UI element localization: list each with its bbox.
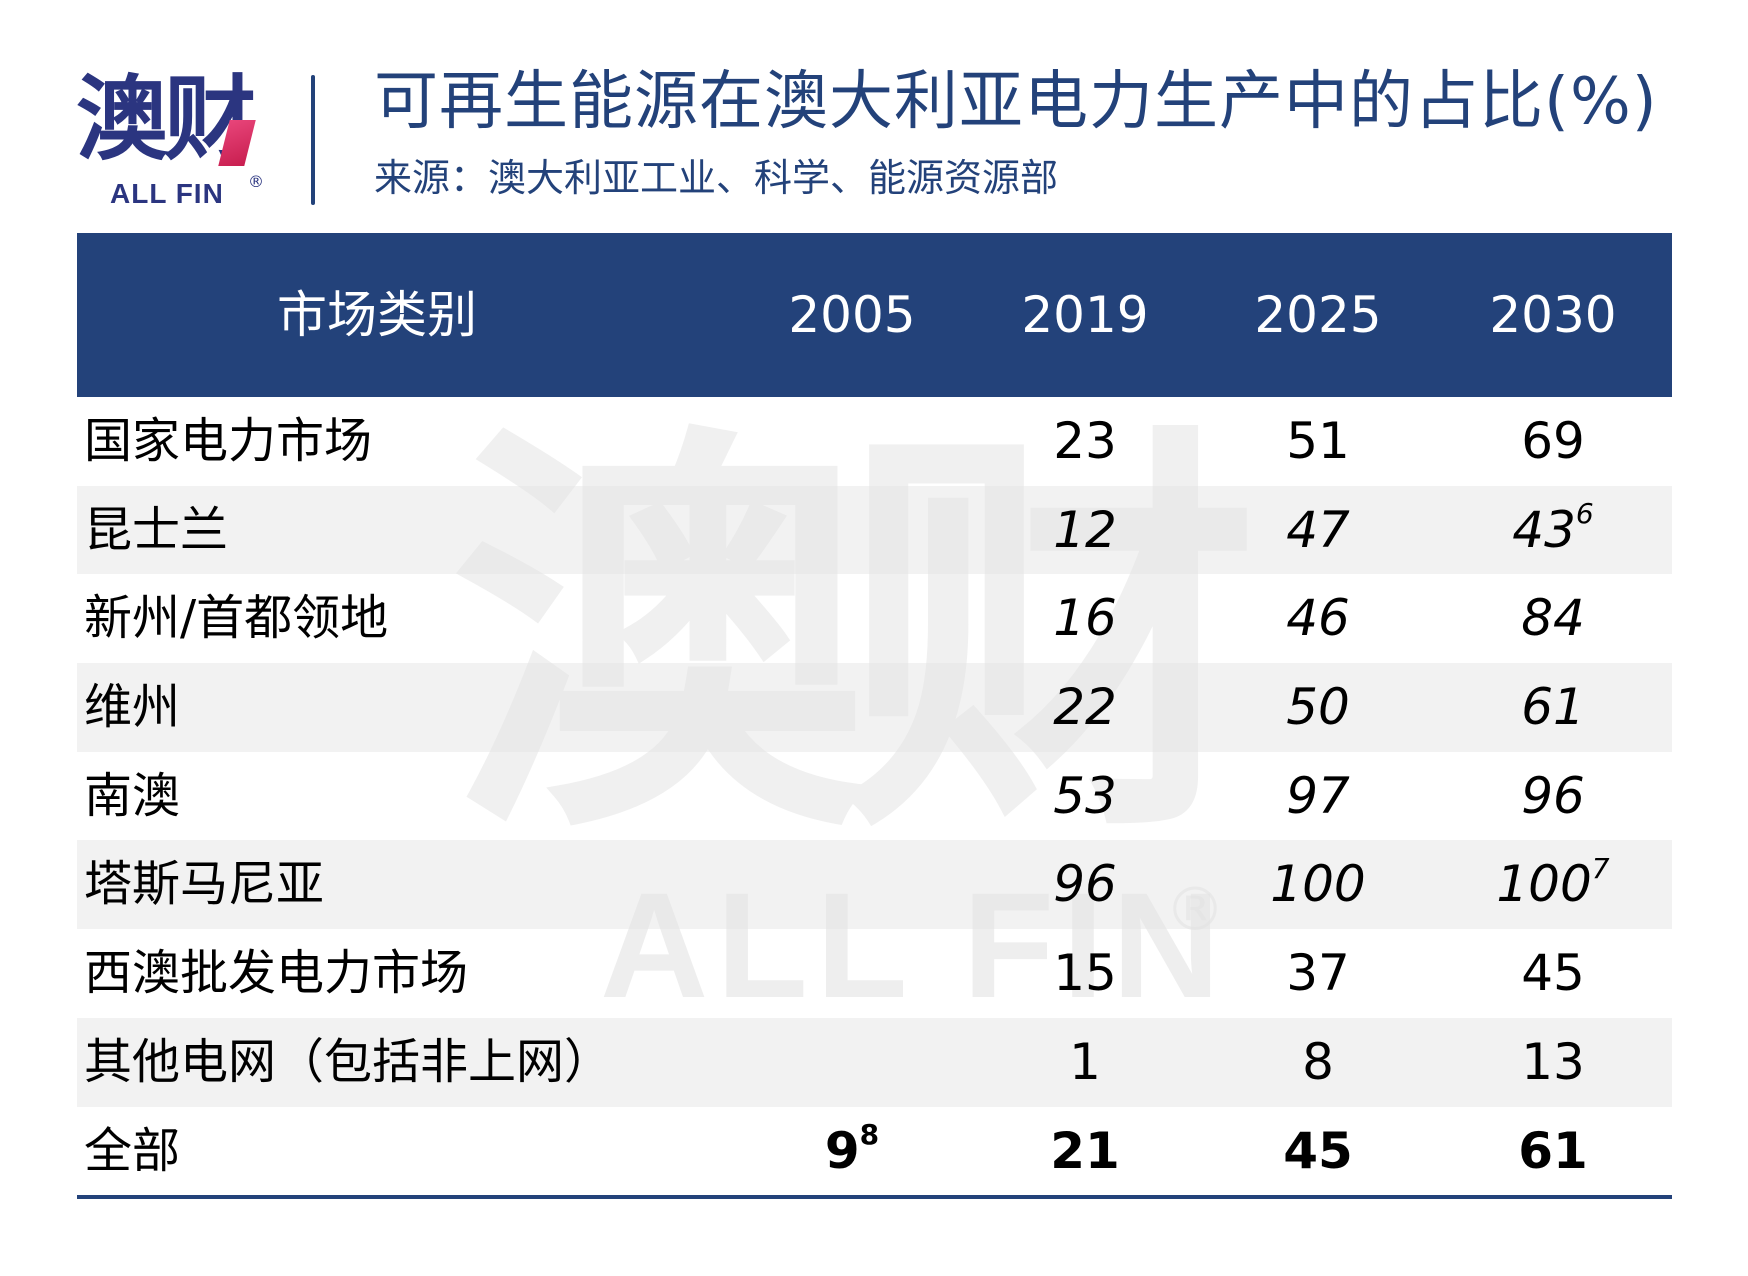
cell-2025: 8	[1302, 1032, 1334, 1091]
cell-2025: 47	[1286, 500, 1350, 559]
cell-2019: 1	[1069, 1032, 1101, 1091]
cell-2019: 12	[1053, 500, 1117, 559]
source-subtitle: 来源：澳大利亚工业、科学、能源资源部	[374, 156, 1059, 200]
registered-icon: ®	[248, 172, 264, 191]
cell-2030: 84	[1521, 589, 1585, 648]
column-header-2030: 2030	[1489, 286, 1617, 344]
page-title: 可再生能源在澳大利亚电力生产中的占比(%)	[374, 65, 1658, 139]
row-label: 西澳批发电力市场	[84, 945, 469, 1002]
row-label: 南澳	[84, 767, 181, 824]
cell-2019: 21	[1050, 1121, 1120, 1180]
footnote-marker: 8	[859, 1117, 880, 1151]
header-divider	[311, 75, 315, 205]
row-label: 塔斯马尼亚	[84, 856, 325, 913]
row-label: 国家电力市场	[84, 413, 373, 469]
cell-2030: 13	[1521, 1032, 1585, 1091]
cell-2019: 22	[1053, 678, 1117, 737]
table-row: 塔斯马尼亚 96 100 1007	[77, 840, 1672, 930]
cell-value: 9	[824, 1121, 860, 1180]
table-row: 南澳 53 97 96	[77, 752, 1672, 841]
table-row: 昆士兰 12 47 436	[77, 485, 1672, 575]
cell-2019: 53	[1053, 766, 1117, 825]
brand-logo: 澳财 ALL FIN ®	[76, 72, 276, 212]
cell-value: 100	[1496, 855, 1592, 914]
cell-value: 43	[1512, 500, 1576, 559]
table-body: 国家电力市场 23 51 69 昆士兰 12 47 436 新州/首都领地 16…	[77, 397, 1672, 1195]
cell-2025: 51	[1286, 412, 1350, 470]
table-bottom-rule	[77, 1195, 1672, 1200]
cell-2030: 436	[1463, 486, 1643, 574]
table-header: 市场类别 2005 2019 2025 2030	[77, 233, 1672, 397]
cell-2019: 15	[1053, 944, 1117, 1003]
cell-2025: 100	[1270, 855, 1366, 914]
row-label: 昆士兰	[84, 501, 229, 558]
cell-2019: 23	[1053, 412, 1117, 470]
row-label: 全部	[84, 1122, 181, 1179]
column-header-2025: 2025	[1254, 286, 1382, 344]
cell-2025: 50	[1286, 678, 1350, 737]
cell-2030: 61	[1518, 1121, 1588, 1180]
cell-2030: 96	[1521, 766, 1585, 825]
table-row: 国家电力市场 23 51 69	[77, 397, 1672, 486]
cell-2025: 97	[1286, 766, 1350, 825]
renewables-share-table: 市场类别 2005 2019 2025 2030 国家电力市场 23 51 69…	[77, 233, 1672, 1200]
column-header-market: 市场类别	[277, 286, 477, 344]
table-row: 西澳批发电力市场 15 37 45	[77, 929, 1672, 1018]
cell-2025: 46	[1286, 589, 1350, 648]
column-header-2005: 2005	[788, 286, 916, 344]
table-row: 新州/首都领地 16 46 84	[77, 574, 1672, 663]
footnote-marker: 6	[1575, 497, 1594, 531]
row-label: 其他电网（包括非上网）	[84, 1033, 613, 1090]
row-label: 维州	[84, 679, 181, 736]
table-row: 维州 22 50 61	[77, 663, 1672, 752]
cell-2030: 61	[1521, 678, 1585, 737]
table-row-total: 全部 98 21 45 61	[77, 1107, 1672, 1196]
cell-2025: 45	[1283, 1121, 1353, 1180]
row-label: 新州/首都领地	[84, 590, 389, 647]
column-header-2019: 2019	[1021, 286, 1149, 344]
cell-2025: 37	[1286, 944, 1350, 1003]
footnote-marker: 7	[1591, 851, 1610, 885]
cell-2030: 69	[1521, 412, 1585, 470]
logo-english-wordmark: ALL FIN	[110, 178, 224, 209]
cell-2019: 96	[1053, 855, 1117, 914]
cell-2019: 16	[1053, 589, 1117, 648]
cell-2030: 45	[1521, 944, 1585, 1003]
cell-2005: 98	[762, 1107, 942, 1195]
table-row: 其他电网（包括非上网） 1 8 13	[77, 1017, 1672, 1107]
cell-2030: 1007	[1463, 840, 1643, 928]
